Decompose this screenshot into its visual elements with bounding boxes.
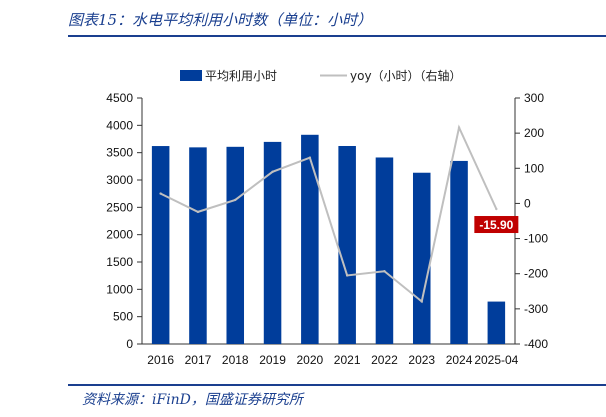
left-tick-label: 4000 <box>106 118 133 132</box>
x-tick-label: 2025-04 <box>474 353 518 367</box>
yoy-point <box>308 156 312 159</box>
yoy-point <box>234 198 237 202</box>
bar <box>189 147 207 344</box>
yoy-callout: -15.90 <box>474 216 519 234</box>
yoy-point <box>159 192 162 195</box>
yoy-line-series <box>159 124 498 304</box>
bar <box>338 145 356 344</box>
x-tick-label: 2016 <box>147 353 174 367</box>
right-tick-label: 200 <box>524 126 544 140</box>
title-divider <box>68 35 606 37</box>
left-tick-label: 1500 <box>106 255 133 269</box>
left-tick-label: 4500 <box>106 91 133 105</box>
bar <box>263 141 282 344</box>
yoy-point <box>196 210 200 214</box>
bar <box>450 160 468 344</box>
right-tick-label: 0 <box>524 196 531 210</box>
source-note: 资料来源：iFinD，国盛证券研究所 <box>82 392 303 408</box>
figure-title: 图表15：水电平均利用小时数（单位：小时） <box>68 11 373 29</box>
bar <box>412 172 431 344</box>
left-tick-label: 2000 <box>106 228 133 242</box>
right-tick-label: -300 <box>524 302 548 316</box>
x-tick-label: 2017 <box>185 353 212 367</box>
right-tick-label: -400 <box>524 337 548 351</box>
yoy-point <box>383 270 386 273</box>
legend-bar-label: 平均利用小时 <box>205 69 277 83</box>
x-tick-label: 2023 <box>408 353 435 367</box>
x-tick-label: 2018 <box>222 353 249 367</box>
x-tick-label: 2022 <box>371 353 398 367</box>
yoy-point <box>495 207 498 211</box>
x-tick-label: 2019 <box>259 353 286 367</box>
x-tick-label: 2020 <box>296 353 323 367</box>
legend: 平均利用小时 yoy（小时）（右轴） <box>180 68 462 83</box>
right-tick-label: -100 <box>524 232 548 246</box>
yoy-point <box>271 170 274 173</box>
left-tick-label: 3500 <box>106 146 133 160</box>
bar <box>151 146 170 344</box>
right-tick-label: 300 <box>524 91 544 105</box>
x-tick-label: 2021 <box>334 353 361 367</box>
yoy-line <box>160 124 498 304</box>
yoy-point <box>345 274 349 277</box>
yoy-point <box>457 126 461 129</box>
bar <box>375 157 394 344</box>
left-tick-label: 2500 <box>106 200 133 214</box>
bar <box>487 301 506 344</box>
right-tick-label: -200 <box>524 267 548 281</box>
chart: 平均利用小时 yoy（小时）（右轴） 050010001500200025003… <box>106 68 548 367</box>
bar <box>226 146 245 344</box>
legend-bar-swatch <box>180 70 202 81</box>
x-tick-label: 2024 <box>446 353 473 367</box>
yoy-point <box>420 300 423 303</box>
left-tick-label: 0 <box>126 337 133 351</box>
bar <box>301 134 319 344</box>
bar-series <box>151 134 506 344</box>
left-tick-label: 1000 <box>106 282 133 296</box>
right-tick-label: 100 <box>524 161 544 175</box>
left-tick-label: 3000 <box>106 173 133 187</box>
legend-line-label: yoy（小时）（右轴） <box>350 68 462 83</box>
source-divider <box>68 384 606 386</box>
yoy-callout-label: -15.90 <box>479 218 513 232</box>
yoy-callout-box <box>474 216 519 234</box>
left-tick-label: 500 <box>113 310 133 324</box>
